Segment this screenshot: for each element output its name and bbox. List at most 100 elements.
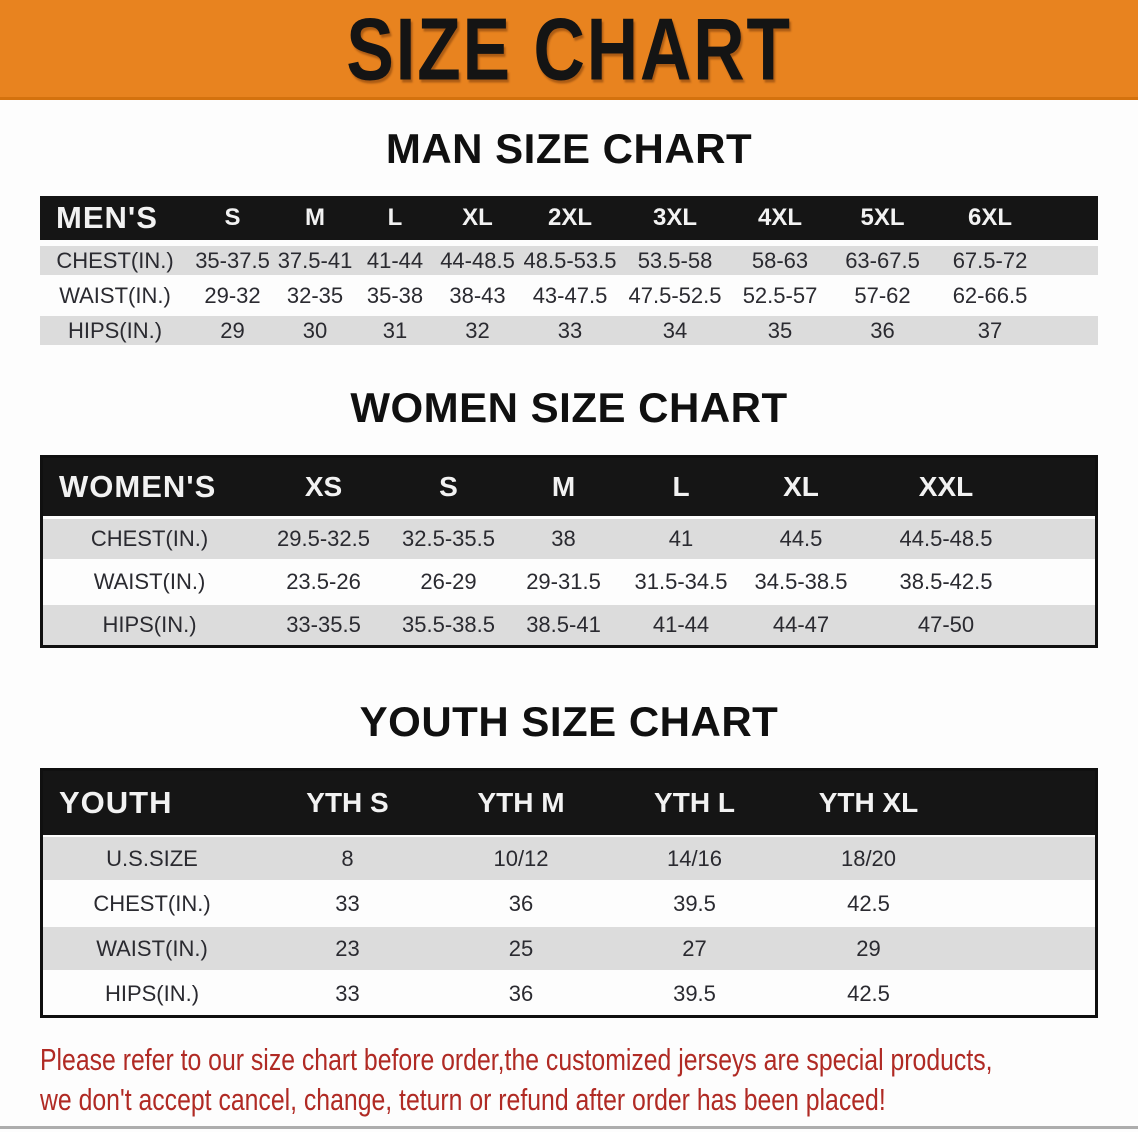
youth-header-label: YOUTH — [59, 785, 173, 820]
order-note-line-1: Please refer to our size chart before or… — [40, 1042, 993, 1077]
size-cell: 63-67.5 — [845, 247, 920, 273]
size-cell: 35-38 — [366, 282, 424, 308]
size-cell: 30 — [302, 317, 328, 343]
men-header-size-5xl: 5XL — [860, 204, 905, 231]
size-cell: 35.5-38.5 — [402, 612, 495, 637]
size-cell: 18/20 — [840, 845, 897, 871]
size-cell: 27 — [682, 935, 707, 961]
size-cell: 41-44 — [366, 247, 424, 273]
size-cell: 37 — [977, 317, 1003, 343]
size-cell: 43-47.5 — [532, 282, 608, 308]
women-header-size-m: M — [551, 471, 576, 502]
women-header-label: WOMEN'S — [59, 469, 217, 504]
men-header-size-l: L — [387, 204, 403, 231]
men-header-size-3xl: 3XL — [652, 204, 697, 231]
size-cell: 29.5-32.5 — [277, 526, 370, 551]
size-cell: 52.5-57 — [742, 282, 818, 308]
size-cell: 36 — [508, 980, 534, 1006]
row-label: HIPS(IN.) — [104, 980, 200, 1006]
size-cell: 35 — [767, 317, 793, 343]
size-cell: 33-35.5 — [286, 612, 361, 637]
size-cell: 8 — [341, 845, 354, 871]
women-row-chest: CHEST(IN.) 29.5-32.5 32.5-35.5 38 41 44.… — [43, 519, 1095, 559]
size-cell: 47.5-52.5 — [628, 282, 722, 308]
women-section-heading: WOMEN SIZE CHART — [350, 384, 788, 431]
size-cell: 35-37.5 — [195, 247, 270, 273]
youth-header-size-xl: YTH XL — [818, 787, 919, 818]
men-header-size-s: S — [224, 204, 241, 231]
youth-header-size-l: YTH L — [654, 787, 735, 818]
youth-header-size-s: YTH S — [306, 787, 389, 818]
size-cell: 39.5 — [673, 980, 716, 1006]
men-header-size-m: M — [305, 204, 325, 231]
size-cell: 29-31.5 — [526, 569, 601, 594]
size-cell: 37.5-41 — [277, 247, 353, 273]
row-label: CHEST(IN.) — [90, 526, 209, 551]
size-cell: 32.5-35.5 — [402, 526, 495, 551]
youth-table-header: YOUTH YTH S YTH M YTH L YTH XL — [43, 771, 1095, 835]
banner: SIZE CHART — [0, 0, 1138, 100]
row-label: CHEST(IN.) — [56, 247, 174, 273]
size-cell: 31 — [382, 317, 408, 343]
men-row-waist: WAIST(IN.) 29-32 32-35 35-38 38-43 43-47… — [40, 281, 1098, 310]
men-header-size-4xl: 4XL — [757, 204, 802, 231]
women-header-size-l: L — [672, 471, 690, 502]
size-cell: 44.5 — [779, 526, 823, 551]
men-header-size-xl: XL — [462, 204, 493, 231]
row-label: WAIST(IN.) — [93, 569, 206, 594]
size-cell: 44-48.5 — [440, 247, 515, 273]
men-header-size-6xl: 6XL — [967, 204, 1012, 231]
size-cell: 47-50 — [917, 612, 975, 637]
size-cell: 41-44 — [652, 612, 710, 637]
size-cell: 36 — [508, 890, 534, 916]
size-cell: 31.5-34.5 — [634, 569, 728, 594]
size-cell: 29 — [220, 317, 245, 343]
size-cell: 34 — [662, 317, 688, 343]
men-row-hips: HIPS(IN.) 29 30 31 32 33 34 35 36 37 — [40, 316, 1098, 345]
men-header-label: MEN'S — [56, 200, 158, 235]
size-cell: 33 — [335, 980, 360, 1006]
women-header-size-xxl: XXL — [918, 471, 974, 502]
size-cell: 58-63 — [751, 247, 809, 273]
size-cell: 23.5-26 — [286, 569, 361, 594]
youth-header-size-m: YTH M — [477, 787, 565, 818]
banner-title: SIZE CHART — [346, 0, 792, 98]
size-cell: 32-35 — [286, 282, 344, 308]
size-cell: 34.5-38.5 — [754, 569, 848, 594]
size-cell: 32 — [465, 317, 490, 343]
size-cell: 33 — [335, 890, 360, 916]
size-cell: 14/16 — [666, 845, 723, 871]
youth-row-chest: CHEST(IN.) 33 36 39.5 42.5 — [43, 882, 1095, 925]
size-cell: 23 — [335, 935, 360, 961]
women-header-size-s: S — [439, 471, 458, 502]
size-cell: 10/12 — [493, 845, 549, 871]
men-row-chest: CHEST(IN.) 35-37.5 37.5-41 41-44 44-48.5… — [40, 246, 1098, 275]
size-cell: 38 — [551, 526, 576, 551]
size-cell: 39.5 — [673, 890, 716, 916]
youth-row-ussize: U.S.SIZE 8 10/12 14/16 18/20 — [43, 837, 1095, 880]
size-cell: 42.5 — [847, 890, 890, 916]
row-label: WAIST(IN.) — [96, 935, 208, 961]
row-label: HIPS(IN.) — [67, 317, 163, 343]
size-cell: 42.5 — [847, 980, 890, 1006]
youth-row-hips: HIPS(IN.) 33 36 39.5 42.5 — [43, 972, 1095, 1015]
row-label: WAIST(IN.) — [59, 282, 171, 308]
men-header-size-2xl: 2XL — [547, 204, 592, 231]
youth-section-heading: YOUTH SIZE CHART — [359, 698, 779, 745]
size-cell: 44.5-48.5 — [899, 526, 993, 551]
size-cell: 62-66.5 — [952, 282, 1028, 308]
size-cell: 53.5-58 — [637, 247, 713, 273]
women-header-size-xl: XL — [783, 471, 819, 502]
men-size-table: MEN'S S M L XL 2XL 3XL 4XL 5XL 6XL CHEST… — [40, 196, 1098, 345]
size-cell: 38.5-42.5 — [899, 569, 993, 594]
bottom-divider — [0, 1126, 1138, 1129]
size-cell: 41 — [668, 526, 694, 551]
size-cell: 38-43 — [449, 282, 506, 308]
size-cell: 57-62 — [854, 282, 911, 308]
order-note-line-2: we don't accept cancel, change, teturn o… — [40, 1082, 886, 1117]
youth-size-table: YOUTH YTH S YTH M YTH L YTH XL U.S.SIZE … — [40, 768, 1098, 1018]
size-cell: 44-47 — [772, 612, 830, 637]
women-row-waist: WAIST(IN.) 23.5-26 26-29 29-31.5 31.5-34… — [43, 562, 1095, 602]
size-cell: 25 — [508, 935, 534, 961]
